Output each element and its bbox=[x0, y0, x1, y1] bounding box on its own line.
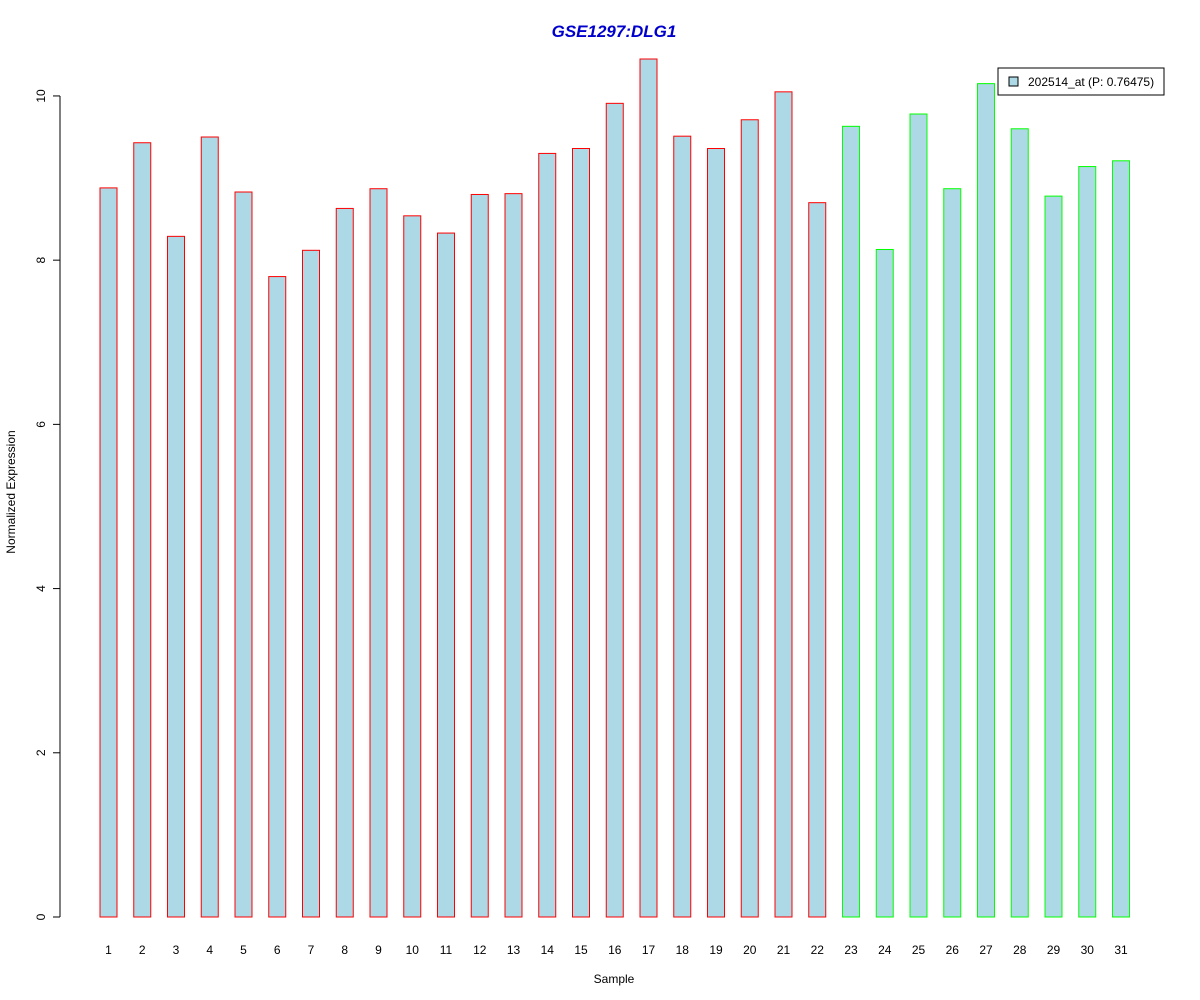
bar-sample-10 bbox=[403, 215, 422, 918]
y-tick-label: 8 bbox=[34, 257, 48, 264]
x-tick-labels: 1 2 3 4 5 6 7 8 9 10 11 12 13 14 15 16 17 18 19 20 21 22 23 24 2… bbox=[105, 943, 1128, 957]
bar-sample-3 bbox=[167, 235, 185, 918]
y-tick-label: 4 bbox=[34, 585, 48, 592]
bar-sample-21 bbox=[774, 91, 793, 918]
bar-sample-1 bbox=[99, 187, 118, 918]
bar-sample-29 bbox=[1044, 195, 1063, 918]
x-tick-label: 3 bbox=[173, 943, 180, 957]
x-tick-label: 25 bbox=[912, 943, 926, 957]
x-axis-title: Sample bbox=[594, 972, 635, 986]
x-tick-label: 19 bbox=[709, 943, 723, 957]
bar-sample-6 bbox=[268, 276, 287, 918]
bar-sample-13 bbox=[504, 193, 523, 918]
y-tick-label: 10 bbox=[34, 89, 48, 103]
x-tick-label: 10 bbox=[406, 943, 420, 957]
y-tick-label: 6 bbox=[34, 421, 48, 428]
legend: 202514_at (P: 0.76475) bbox=[997, 67, 1165, 96]
x-tick-label: 7 bbox=[308, 943, 315, 957]
bar-sample-24 bbox=[875, 248, 894, 918]
bar-sample-25 bbox=[909, 113, 928, 918]
x-tick-label: 24 bbox=[878, 943, 892, 957]
bars bbox=[99, 58, 1130, 918]
x-tick-label: 28 bbox=[1013, 943, 1027, 957]
bar-sample-31 bbox=[1112, 160, 1130, 918]
x-tick-label: 8 bbox=[341, 943, 348, 957]
y-axis-title: Normalized Expression bbox=[4, 430, 18, 553]
bar-sample-5 bbox=[234, 191, 253, 918]
y-tick-label: 0 bbox=[34, 913, 48, 920]
x-tick-label: 5 bbox=[240, 943, 247, 957]
chart-title: GSE1297:DLG1 bbox=[552, 22, 677, 41]
bar-sample-12 bbox=[470, 193, 489, 918]
x-tick-label: 6 bbox=[274, 943, 281, 957]
x-tick-label: 31 bbox=[1114, 943, 1128, 957]
bar-sample-26 bbox=[943, 188, 962, 918]
x-tick-label: 26 bbox=[946, 943, 960, 957]
x-tick-label: 27 bbox=[979, 943, 993, 957]
x-tick-label: 22 bbox=[811, 943, 825, 957]
legend-swatch bbox=[1008, 76, 1019, 87]
x-tick-label: 15 bbox=[574, 943, 588, 957]
x-tick-label: 12 bbox=[473, 943, 487, 957]
bar-sample-16 bbox=[605, 102, 624, 918]
x-tick-label: 20 bbox=[743, 943, 757, 957]
bar-sample-28 bbox=[1010, 128, 1029, 918]
x-tick-label: 23 bbox=[844, 943, 858, 957]
bar-sample-18 bbox=[673, 135, 692, 918]
bar-sample-19 bbox=[707, 147, 725, 918]
bar-sample-17 bbox=[639, 58, 658, 918]
x-tick-label: 21 bbox=[777, 943, 791, 957]
bar-sample-20 bbox=[740, 119, 759, 918]
bar-sample-14 bbox=[538, 152, 557, 918]
bar-sample-27 bbox=[977, 83, 995, 918]
legend-label: 202514_at (P: 0.76475) bbox=[1028, 75, 1154, 89]
y-axis: 0 2 4 6 8 10 bbox=[34, 89, 61, 920]
x-tick-label: 16 bbox=[608, 943, 622, 957]
y-tick-label: 2 bbox=[34, 749, 48, 756]
bar-sample-7 bbox=[302, 249, 320, 918]
bar-sample-8 bbox=[335, 207, 354, 918]
bar-sample-9 bbox=[369, 188, 388, 918]
bar-sample-2 bbox=[133, 142, 152, 918]
bar-sample-22 bbox=[808, 202, 827, 918]
bar-sample-23 bbox=[842, 125, 860, 918]
x-tick-label: 30 bbox=[1081, 943, 1095, 957]
x-tick-label: 13 bbox=[507, 943, 521, 957]
bar-sample-15 bbox=[572, 147, 590, 918]
x-tick-label: 17 bbox=[642, 943, 656, 957]
x-tick-label: 11 bbox=[440, 943, 453, 957]
x-tick-label: 29 bbox=[1047, 943, 1061, 957]
x-tick-label: 1 bbox=[105, 943, 112, 957]
legend-box bbox=[997, 67, 1165, 96]
bar-sample-4 bbox=[200, 136, 219, 918]
bar-sample-30 bbox=[1078, 166, 1097, 918]
x-tick-label: 18 bbox=[676, 943, 690, 957]
x-tick-label: 9 bbox=[375, 943, 382, 957]
bar-sample-11 bbox=[437, 232, 455, 918]
x-tick-label: 4 bbox=[206, 943, 213, 957]
x-tick-label: 2 bbox=[139, 943, 146, 957]
x-tick-label: 14 bbox=[541, 943, 555, 957]
